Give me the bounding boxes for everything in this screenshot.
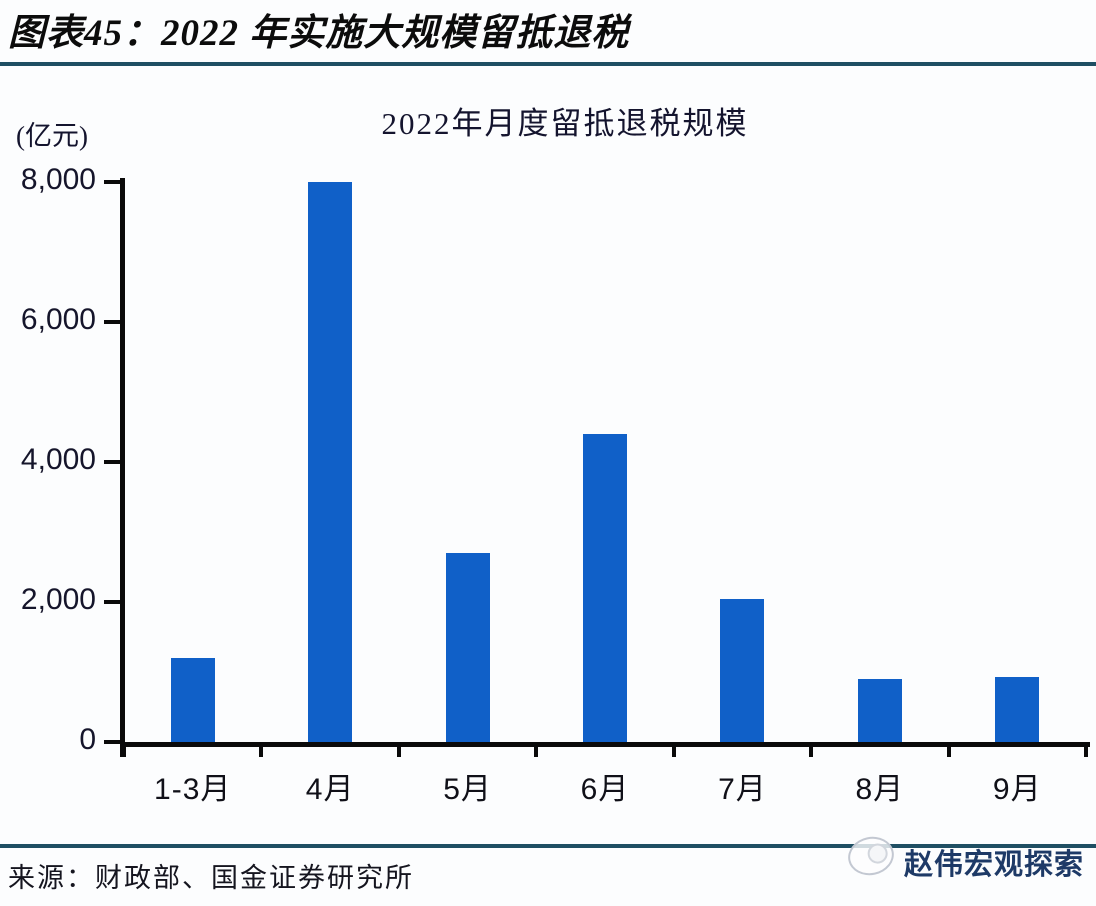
y-axis-unit-label: (亿元)	[16, 121, 88, 151]
x-axis-tick	[809, 744, 814, 757]
watermark-logo-icon	[844, 832, 898, 880]
bar-5月	[445, 553, 490, 742]
y-axis-tick	[104, 740, 120, 744]
y-axis-tick	[104, 180, 120, 184]
y-tick-label: 8,000	[20, 163, 96, 196]
bar-4月	[308, 182, 353, 742]
y-tick-label: 2,000	[20, 583, 96, 616]
bar-7月	[720, 598, 765, 742]
x-tick-label: 1-3月	[154, 773, 232, 806]
bar-8月	[857, 679, 902, 742]
watermark: 赵伟宏观探索	[844, 832, 1096, 894]
x-axis-tick	[946, 744, 951, 757]
bar-9月	[995, 676, 1040, 742]
x-axis-tick	[259, 744, 264, 757]
title-divider	[0, 62, 1096, 66]
y-tick-label: 0	[79, 723, 96, 756]
x-tick-label: 9月	[992, 773, 1042, 806]
source-note: 来源：财政部、国金证券研究所	[8, 863, 414, 893]
x-tick-label: 4月	[305, 773, 355, 806]
y-tick-label: 4,000	[20, 443, 96, 476]
y-tick-label: 6,000	[20, 303, 96, 336]
x-axis-tick	[1084, 744, 1088, 757]
x-tick-label: 6月	[580, 773, 630, 806]
footer-divider	[0, 844, 1096, 848]
figure-title: 图表45：2022 年实施大规模留抵退税	[8, 13, 630, 54]
bar-6月	[583, 434, 627, 742]
x-axis-tick	[396, 744, 401, 757]
y-axis-line	[120, 178, 125, 757]
x-tick-label: 7月	[718, 773, 767, 806]
x-axis-tick	[671, 744, 676, 757]
y-axis-tick	[104, 460, 120, 464]
y-axis-tick	[104, 600, 120, 604]
x-tick-label: 5月	[443, 773, 492, 806]
watermark-text: 赵伟宏观探索	[904, 849, 1085, 881]
plot-area: 0 2,000 4,000 6,000 8,000 1-3月 4月 5月 6月 7月 8月 9月	[21, 163, 1090, 806]
bar-1-3月	[170, 658, 215, 742]
y-axis-tick	[104, 320, 120, 324]
x-axis-line	[120, 742, 1090, 747]
x-axis-tick	[534, 744, 539, 757]
x-tick-label: 8月	[855, 773, 905, 806]
x-axis-tick	[122, 744, 126, 757]
chart-title: 2022年月度留抵退税规模	[381, 106, 749, 141]
